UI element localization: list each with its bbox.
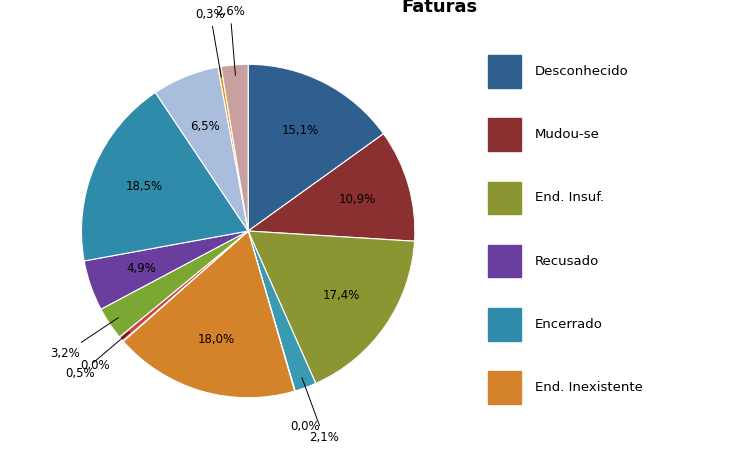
Text: 18,5%: 18,5% <box>125 180 162 193</box>
Wedge shape <box>248 231 316 391</box>
Bar <box>487 245 521 277</box>
Text: 15,1%: 15,1% <box>281 124 319 137</box>
Text: 6,5%: 6,5% <box>190 120 220 133</box>
Wedge shape <box>81 92 248 261</box>
Wedge shape <box>248 231 295 391</box>
Wedge shape <box>218 67 248 231</box>
Wedge shape <box>123 231 295 398</box>
Text: 0,5%: 0,5% <box>65 332 129 380</box>
Bar <box>487 119 521 151</box>
Text: 3,2%: 3,2% <box>50 318 118 360</box>
Text: 18,0%: 18,0% <box>198 333 235 347</box>
Wedge shape <box>101 231 248 337</box>
Bar <box>487 182 521 214</box>
Bar <box>487 55 521 88</box>
Bar <box>487 371 521 404</box>
Text: 0,0%: 0,0% <box>290 420 320 433</box>
Text: 4,9%: 4,9% <box>126 262 156 275</box>
Wedge shape <box>120 231 248 341</box>
Wedge shape <box>248 134 415 241</box>
Text: Encerrado: Encerrado <box>535 318 603 331</box>
Wedge shape <box>123 231 248 342</box>
Wedge shape <box>84 231 248 309</box>
Wedge shape <box>156 67 248 231</box>
Text: 10,9%: 10,9% <box>338 193 376 206</box>
Wedge shape <box>248 64 384 231</box>
Text: Faturas: Faturas <box>402 0 478 15</box>
Text: End. Inexistente: End. Inexistente <box>535 381 643 394</box>
Text: 17,4%: 17,4% <box>323 289 360 302</box>
Text: Recusado: Recusado <box>535 255 599 268</box>
Bar <box>487 308 521 341</box>
Text: 0,3%: 0,3% <box>196 8 225 77</box>
Text: Desconhecido: Desconhecido <box>535 65 629 78</box>
Text: End. Insuf.: End. Insuf. <box>535 192 604 204</box>
Text: 0,0%: 0,0% <box>80 359 111 372</box>
Text: Mudou-se: Mudou-se <box>535 128 600 141</box>
Text: 2,6%: 2,6% <box>215 5 245 75</box>
Wedge shape <box>248 231 414 383</box>
Text: 2,1%: 2,1% <box>302 378 339 444</box>
Wedge shape <box>221 64 248 231</box>
